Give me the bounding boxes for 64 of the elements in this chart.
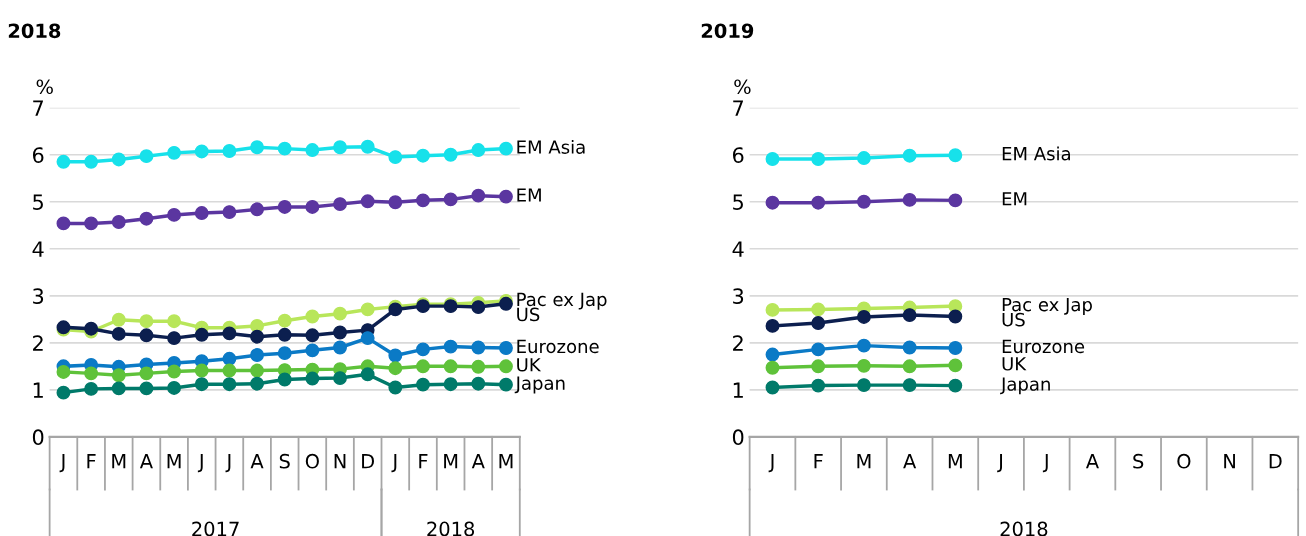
x-tick-label: A: [1085, 454, 1099, 469]
y-axis-title: %: [734, 79, 751, 95]
chart-title: 2018: [8, 23, 61, 39]
y-tick-label: 6: [732, 147, 744, 163]
y-tick-label: 4: [732, 241, 744, 257]
x-tick-label: J: [59, 454, 65, 473]
x-tick-label: F: [814, 454, 823, 469]
text: 2017: [192, 521, 239, 536]
series-label: Japan: [514, 376, 565, 394]
y-tick-label: 4: [32, 241, 44, 257]
x-tick-label: J: [1042, 454, 1048, 473]
x-tick-label: A: [471, 454, 485, 469]
x-tick-label: M: [112, 454, 126, 469]
x-tick-label: A: [139, 454, 153, 469]
x-tick-label: S: [279, 453, 290, 469]
y-tick-label: 1: [733, 382, 743, 398]
y-tick-label: 3: [733, 288, 744, 305]
x-tick-label: M: [499, 454, 513, 469]
y-tick-label: 2: [733, 335, 743, 351]
y-tick-label: 5: [33, 194, 43, 210]
series-label: US: [517, 307, 540, 322]
x-tick-label: J: [997, 454, 1003, 473]
x-tick-label: O: [305, 453, 319, 469]
x-tick-label: A: [903, 454, 917, 469]
y-tick-label: 0: [32, 429, 44, 446]
x-tick-label: M: [857, 454, 871, 469]
x-tick-label: N: [1224, 454, 1235, 469]
text: EM: [1002, 192, 1027, 206]
y-tick-label: 1: [33, 382, 43, 398]
text: Eurozone: [1002, 339, 1085, 354]
x-tick-label: J: [225, 454, 231, 473]
y-tick-label: 6: [32, 147, 44, 163]
y-tick-label: 2: [33, 335, 43, 351]
x-tick-label: J: [391, 454, 397, 473]
x-tick-label: O: [1177, 453, 1191, 469]
x-tick-label: M: [948, 454, 962, 469]
text: Japan: [1000, 377, 1050, 395]
y-tick-label: 7: [33, 100, 43, 116]
x-tick-label: M: [444, 454, 458, 469]
text: US: [1002, 312, 1025, 327]
text: UK: [1002, 357, 1027, 371]
y-tick-label: 0: [732, 429, 744, 446]
chart-title: 2019: [701, 23, 754, 39]
series-label: EM: [517, 188, 541, 202]
x-tick-label: M: [167, 454, 181, 469]
y-tick-label: 7: [733, 100, 743, 116]
y-tick-label: 5: [733, 194, 743, 210]
x-tick-label: F: [419, 454, 428, 469]
x-tick-label: J: [197, 454, 203, 473]
x-tick-label: F: [87, 454, 96, 469]
y-axis-title: %: [36, 79, 53, 95]
x-tick-label: A: [250, 454, 264, 469]
series-label: Eurozone: [517, 339, 599, 354]
x-tick-label: D: [1269, 454, 1282, 469]
series-label: UK: [517, 358, 542, 372]
x-tick-label: D: [362, 454, 375, 469]
y-tick-label: 3: [33, 288, 44, 305]
x-tick-label: N: [334, 454, 346, 469]
text: 2018: [1000, 521, 1048, 536]
text: EM Asia: [1002, 146, 1070, 161]
x-tick-label: J: [768, 454, 774, 473]
text: 2018: [427, 521, 475, 536]
x-tick-label: S: [1133, 453, 1144, 469]
series-label: EM Asia: [517, 139, 585, 154]
